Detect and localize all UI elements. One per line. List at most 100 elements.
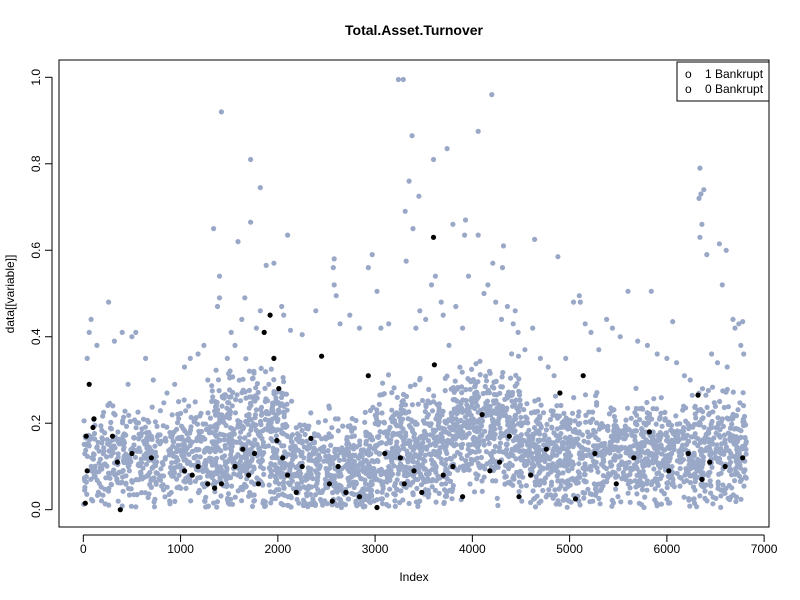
data-point-0-bankrupt (541, 477, 547, 483)
data-point-0-bankrupt (185, 436, 191, 442)
data-point-0-bankrupt (418, 482, 425, 488)
data-point-0-bankrupt (302, 431, 308, 438)
axes-layer: 0 1000 2000 3000 4000 5000 6000 7000 0.0 0.2 0.4 0.… (29, 69, 778, 556)
data-point-0-bankrupt (438, 408, 444, 414)
data-point-0-bankrupt (248, 479, 255, 485)
data-point-0-bankrupt (564, 446, 570, 453)
data-point-0-bankrupt (518, 470, 524, 476)
data-point-0-bankrupt (134, 448, 140, 454)
data-point-0-bankrupt (628, 415, 634, 421)
data-point-0-bankrupt (512, 416, 519, 422)
data-point-0-bankrupt (490, 260, 496, 266)
data-point-0-bankrupt (400, 391, 407, 397)
data-point-0-bankrupt (308, 472, 314, 478)
data-point-0-bankrupt (384, 479, 390, 485)
data-point-0-bankrupt (581, 495, 587, 501)
data-point-1-bankrupt (419, 489, 425, 495)
data-point-0-bankrupt (333, 293, 339, 299)
data-point-0-bankrupt (281, 472, 287, 478)
data-point-0-bankrupt (220, 394, 226, 401)
data-point-0-bankrupt (491, 379, 497, 385)
data-point-0-bankrupt (110, 450, 116, 456)
data-point-1-bankrupt (506, 433, 512, 439)
data-point-0-bankrupt (156, 475, 162, 481)
data-point-0-bankrupt (410, 447, 416, 453)
data-point-0-bankrupt (619, 461, 625, 467)
data-point-0-bankrupt (157, 408, 163, 414)
data-point-0-bankrupt (555, 254, 561, 260)
data-point-0-bankrupt (459, 384, 465, 390)
data-point-0-bankrupt (454, 432, 460, 438)
data-point-0-bankrupt (488, 426, 494, 433)
data-point-0-bankrupt (88, 463, 94, 469)
data-point-0-bankrupt (728, 450, 734, 456)
data-point-0-bankrupt (523, 414, 529, 420)
data-point-0-bankrupt (400, 497, 406, 503)
data-point-0-bankrupt (333, 486, 339, 492)
data-point-0-bankrupt (697, 234, 703, 240)
data-point-0-bankrupt (144, 473, 150, 479)
data-point-0-bankrupt (471, 457, 477, 463)
data-point-0-bankrupt (659, 423, 665, 429)
data-point-0-bankrupt (395, 471, 401, 477)
data-point-0-bankrupt (563, 456, 569, 462)
data-point-0-bankrupt (377, 392, 383, 398)
data-point-0-bankrupt (430, 156, 437, 163)
data-point-0-bankrupt (541, 453, 547, 459)
data-point-0-bankrupt (380, 479, 386, 485)
data-point-0-bankrupt (256, 429, 262, 435)
data-point-0-bankrupt (663, 430, 669, 436)
data-point-0-bankrupt (252, 412, 258, 418)
data-point-0-bankrupt (528, 410, 535, 416)
data-point-0-bankrupt (311, 445, 317, 451)
data-point-0-bankrupt (743, 451, 749, 457)
data-point-0-bankrupt (387, 424, 393, 430)
data-point-0-bankrupt (533, 449, 539, 455)
data-point-0-bankrupt (533, 474, 539, 480)
data-point-0-bankrupt (225, 500, 231, 506)
data-point-1-bankrupt (246, 472, 252, 478)
data-point-0-bankrupt (288, 460, 294, 466)
plot-frame (58, 59, 770, 528)
data-point-0-bankrupt (697, 448, 703, 454)
data-point-0-bankrupt (453, 303, 459, 310)
data-point-0-bankrupt (426, 386, 432, 393)
data-point-0-bankrupt (171, 429, 177, 435)
data-point-0-bankrupt (140, 416, 147, 422)
data-point-0-bankrupt (372, 420, 378, 427)
data-point-1-bankrupt (666, 468, 672, 474)
data-point-0-bankrupt (123, 423, 130, 429)
data-point-0-bankrupt (429, 478, 435, 484)
data-point-0-bankrupt (730, 389, 736, 395)
data-point-0-bankrupt (432, 442, 438, 448)
data-point-0-bankrupt (594, 400, 600, 406)
data-point-0-bankrupt (260, 498, 267, 504)
data-point-0-bankrupt (90, 451, 97, 457)
data-point-0-bankrupt (427, 423, 433, 429)
data-point-0-bankrupt (212, 412, 219, 418)
data-point-0-bankrupt (546, 487, 552, 493)
data-point-0-bankrupt (105, 470, 112, 476)
data-point-0-bankrupt (558, 430, 564, 437)
data-point-0-bankrupt (515, 329, 521, 335)
data-point-0-bankrupt (232, 494, 238, 500)
x-tick-label: 4000 (459, 542, 486, 556)
data-point-0-bankrupt (486, 368, 493, 374)
data-point-0-bankrupt (699, 221, 705, 227)
data-point-0-bankrupt (535, 454, 541, 460)
data-point-0-bankrupt (379, 489, 385, 495)
data-point-0-bankrupt (716, 457, 722, 463)
data-point-0-bankrupt (620, 469, 626, 476)
data-point-0-bankrupt (502, 474, 508, 480)
data-point-0-bankrupt (273, 473, 279, 479)
data-point-0-bankrupt (472, 384, 478, 390)
data-point-0-bankrupt (494, 495, 500, 501)
data-point-0-bankrupt (164, 390, 170, 396)
data-point-0-bankrupt (260, 443, 266, 449)
data-point-0-bankrupt (135, 462, 141, 468)
data-point-0-bankrupt (489, 92, 495, 98)
data-point-0-bankrupt (144, 442, 150, 448)
data-point-0-bankrupt (733, 494, 740, 500)
data-point-0-bankrupt (330, 265, 336, 271)
data-point-0-bankrupt (237, 439, 243, 445)
